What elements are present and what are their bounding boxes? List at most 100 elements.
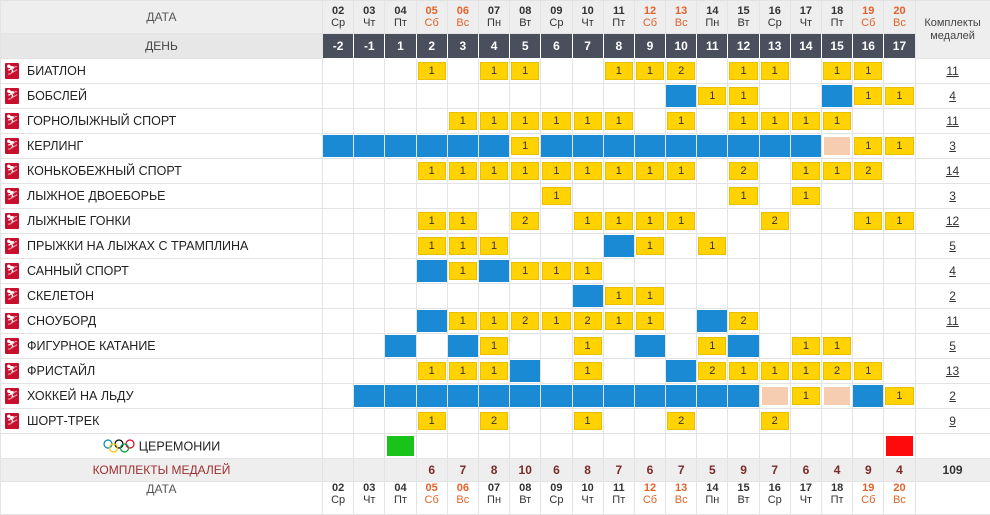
medal-event-count[interactable]: 1 xyxy=(854,137,882,155)
medal-event-count[interactable]: 1 xyxy=(574,412,602,430)
medal-event-count[interactable]: 1 xyxy=(511,62,539,80)
medal-event-count[interactable]: 2 xyxy=(667,412,695,430)
event-block[interactable] xyxy=(385,335,415,357)
medal-event-count[interactable]: 1 xyxy=(480,237,508,255)
medal-event-count[interactable]: 1 xyxy=(542,262,570,280)
medal-event-count[interactable]: 1 xyxy=(854,87,882,105)
medal-event-count[interactable]: 2 xyxy=(729,312,757,330)
event-block[interactable] xyxy=(541,135,571,157)
medal-event-count[interactable]: 1 xyxy=(511,162,539,180)
medal-event-count[interactable]: 1 xyxy=(636,212,664,230)
event-block[interactable] xyxy=(635,135,665,157)
event-block[interactable] xyxy=(853,385,883,407)
medal-event-count[interactable]: 1 xyxy=(729,62,757,80)
medal-event-count[interactable]: 1 xyxy=(418,212,446,230)
sport-medal-count-link[interactable]: 2 xyxy=(949,289,956,303)
sport-medal-count-link[interactable]: 5 xyxy=(949,239,956,253)
medal-event-count[interactable]: 1 xyxy=(418,237,446,255)
medal-event-count[interactable]: 2 xyxy=(667,62,695,80)
medal-event-count[interactable]: 1 xyxy=(792,112,820,130)
medal-event-count[interactable]: 1 xyxy=(480,312,508,330)
medal-event-count[interactable]: 1 xyxy=(449,237,477,255)
event-block[interactable] xyxy=(728,135,758,157)
medal-event-count[interactable]: 1 xyxy=(823,112,851,130)
medal-event-count[interactable]: 1 xyxy=(542,162,570,180)
event-block[interactable] xyxy=(635,385,665,407)
medal-event-count[interactable]: 1 xyxy=(449,312,477,330)
medal-event-count[interactable]: 1 xyxy=(761,62,789,80)
medal-event-count[interactable]: 1 xyxy=(667,162,695,180)
medal-event-count[interactable]: 1 xyxy=(885,212,913,230)
event-block[interactable] xyxy=(666,385,696,407)
event-block[interactable] xyxy=(541,385,571,407)
medal-event-count[interactable]: 1 xyxy=(885,387,913,405)
event-block-pending[interactable] xyxy=(762,387,788,405)
closing-ceremony-block[interactable] xyxy=(886,436,912,456)
medal-event-count[interactable]: 1 xyxy=(605,62,633,80)
medal-event-count[interactable]: 1 xyxy=(636,287,664,305)
sport-medal-count-link[interactable]: 5 xyxy=(949,339,956,353)
event-block[interactable] xyxy=(448,385,478,407)
medal-event-count[interactable]: 1 xyxy=(418,362,446,380)
sport-medal-count-link[interactable]: 4 xyxy=(949,89,956,103)
sport-medal-count-link[interactable]: 3 xyxy=(949,139,956,153)
medal-event-count[interactable]: 1 xyxy=(418,412,446,430)
medal-event-count[interactable]: 1 xyxy=(542,187,570,205)
event-block[interactable] xyxy=(604,385,634,407)
medal-event-count[interactable]: 1 xyxy=(449,362,477,380)
medal-event-count[interactable]: 1 xyxy=(605,162,633,180)
event-block[interactable] xyxy=(448,335,478,357)
medal-event-count[interactable]: 2 xyxy=(698,362,726,380)
event-block-pending[interactable] xyxy=(824,387,850,405)
medal-event-count[interactable]: 1 xyxy=(729,112,757,130)
medal-event-count[interactable]: 1 xyxy=(698,87,726,105)
medal-event-count[interactable]: 2 xyxy=(761,212,789,230)
medal-event-count[interactable]: 1 xyxy=(542,112,570,130)
event-block[interactable] xyxy=(666,135,696,157)
sport-medal-count-link[interactable]: 11 xyxy=(946,64,958,78)
medal-event-count[interactable]: 1 xyxy=(636,237,664,255)
medal-event-count[interactable]: 1 xyxy=(792,387,820,405)
event-block[interactable] xyxy=(354,385,384,407)
event-block[interactable] xyxy=(604,135,634,157)
event-block[interactable] xyxy=(822,85,852,107)
medal-event-count[interactable]: 1 xyxy=(854,62,882,80)
event-block[interactable] xyxy=(573,285,603,307)
event-block[interactable] xyxy=(573,135,603,157)
medal-event-count[interactable]: 1 xyxy=(511,262,539,280)
event-block[interactable] xyxy=(417,310,447,332)
event-block[interactable] xyxy=(728,385,758,407)
medal-event-count[interactable]: 1 xyxy=(574,262,602,280)
event-block[interactable] xyxy=(323,135,353,157)
medal-event-count[interactable]: 1 xyxy=(511,137,539,155)
medal-event-count[interactable]: 1 xyxy=(761,112,789,130)
sport-medal-count-link[interactable]: 4 xyxy=(949,264,956,278)
medal-event-count[interactable]: 2 xyxy=(511,212,539,230)
event-block[interactable] xyxy=(791,135,821,157)
medal-event-count[interactable]: 1 xyxy=(667,212,695,230)
medal-event-count[interactable]: 1 xyxy=(792,337,820,355)
medal-event-count[interactable]: 1 xyxy=(885,137,913,155)
medal-event-count[interactable]: 1 xyxy=(854,212,882,230)
event-block[interactable] xyxy=(760,135,790,157)
event-block[interactable] xyxy=(666,360,696,382)
medal-event-count[interactable]: 1 xyxy=(729,362,757,380)
medal-event-count[interactable]: 1 xyxy=(480,162,508,180)
medal-event-count[interactable]: 1 xyxy=(605,212,633,230)
medal-event-count[interactable]: 1 xyxy=(885,87,913,105)
medal-event-count[interactable]: 2 xyxy=(761,412,789,430)
event-block[interactable] xyxy=(417,385,447,407)
medal-event-count[interactable]: 1 xyxy=(729,87,757,105)
medal-event-count[interactable]: 2 xyxy=(823,362,851,380)
medal-event-count[interactable]: 1 xyxy=(418,62,446,80)
medal-event-count[interactable]: 1 xyxy=(823,337,851,355)
medal-event-count[interactable]: 2 xyxy=(574,312,602,330)
medal-event-count[interactable]: 1 xyxy=(698,337,726,355)
medal-event-count[interactable]: 1 xyxy=(449,262,477,280)
sport-medal-count-link[interactable]: 3 xyxy=(949,189,956,203)
medal-event-count[interactable]: 1 xyxy=(636,62,664,80)
medal-event-count[interactable]: 1 xyxy=(761,362,789,380)
medal-event-count[interactable]: 1 xyxy=(542,312,570,330)
event-block[interactable] xyxy=(510,385,540,407)
medal-event-count[interactable]: 2 xyxy=(511,312,539,330)
